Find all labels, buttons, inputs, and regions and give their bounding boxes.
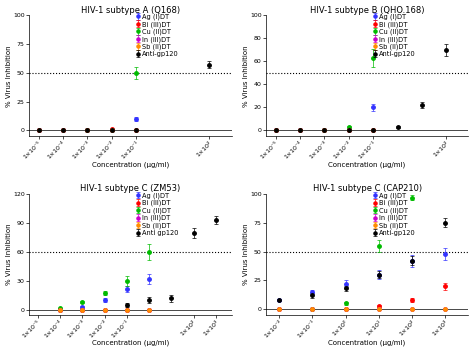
Y-axis label: % Virus Inhibition: % Virus Inhibition (6, 45, 12, 107)
Y-axis label: % Virus Inhibition: % Virus Inhibition (243, 45, 249, 107)
X-axis label: Concentration (µg/ml): Concentration (µg/ml) (328, 161, 406, 168)
Title: HIV-1 subtype B (QHO.168): HIV-1 subtype B (QHO.168) (310, 6, 424, 14)
Title: HIV-1 subtype C (CAP210): HIV-1 subtype C (CAP210) (312, 184, 422, 193)
X-axis label: Concentration (µg/ml): Concentration (µg/ml) (91, 161, 169, 168)
Legend: Ag (I)DT, Bi (III)DT, Cu (II)DT, In (III)DT, Sb (II)DT, Anti gp120: Ag (I)DT, Bi (III)DT, Cu (II)DT, In (III… (134, 192, 179, 237)
X-axis label: Concentration (µg/ml): Concentration (µg/ml) (328, 340, 406, 346)
Y-axis label: % Virus Inhibition: % Virus Inhibition (6, 224, 11, 285)
Legend: Ag (I)DT, Bi (III)DT, Cu (II)DT, In (III)DT, Sb (II)DT, Anti-gp120: Ag (I)DT, Bi (III)DT, Cu (II)DT, In (III… (371, 192, 417, 237)
Title: HIV-1 subtype C (ZM53): HIV-1 subtype C (ZM53) (80, 184, 180, 193)
Title: HIV-1 subtype A (Q168): HIV-1 subtype A (Q168) (81, 6, 180, 14)
Legend: Ag (I)DT, Bi (III)DT, Cu (II)DT, In (III)DT, Sb (II)DT, Anti-gp120: Ag (I)DT, Bi (III)DT, Cu (II)DT, In (III… (134, 13, 180, 58)
Legend: Ag (I)DT, Bi (III)DT, Cu (II)DT, In (III)DT, Sb (II)DT, Anti-gp120: Ag (I)DT, Bi (III)DT, Cu (II)DT, In (III… (371, 13, 417, 58)
Y-axis label: % Virus Inhibition: % Virus Inhibition (243, 224, 249, 285)
X-axis label: Concentration (µg/ml): Concentration (µg/ml) (91, 340, 169, 346)
